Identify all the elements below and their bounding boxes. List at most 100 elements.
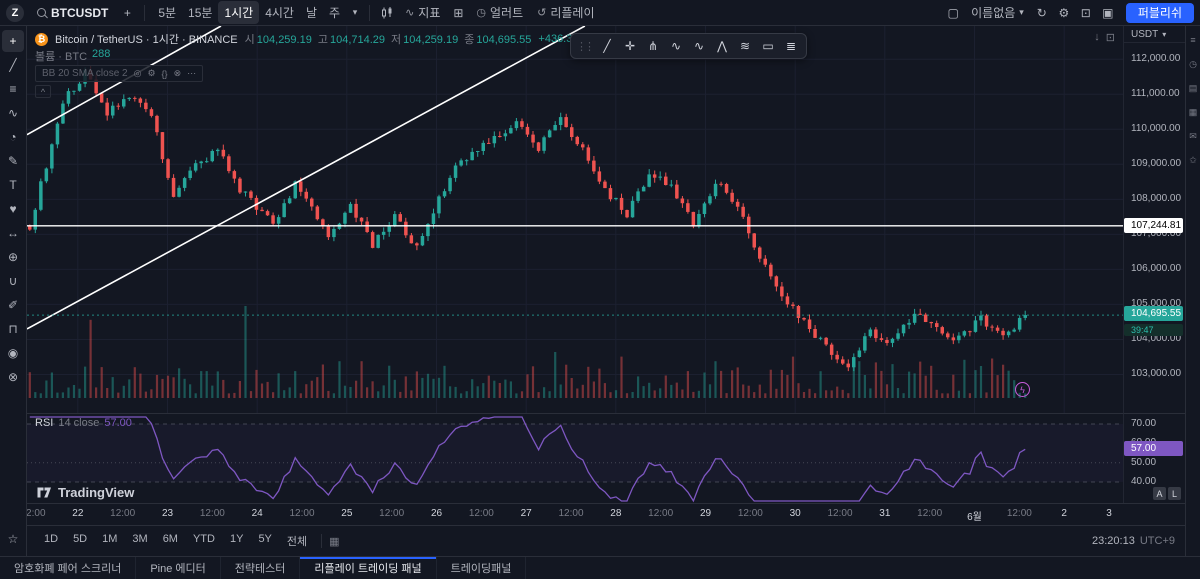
parallel-lines-icon[interactable]: ≣ [785,39,797,53]
watchlist-icon[interactable]: ≡ [1190,35,1196,45]
volume-legend[interactable]: 볼륨 · BTC 288 [35,48,110,64]
measure-tool[interactable]: ↔ [7,226,19,240]
floating-drawing-toolbar[interactable]: ⋮⋮ ╱ ✛ ⋔ ∿ ∿ ⋀ ≋ ▭ ≣ [570,33,807,59]
ohlc-label: 저 [391,34,402,46]
clock[interactable]: 23:20:13 [1092,535,1135,547]
rsi-tick: 50.00 [1131,456,1157,468]
scale-mode-A[interactable]: A [1153,487,1166,500]
ideas-icon[interactable]: ✩ [1189,155,1197,165]
rsi-pane[interactable]: RSI 14 close 57.00 TradingView [27,413,1123,503]
wave-pattern-icon[interactable]: ∿ [670,39,682,53]
magnet-tool[interactable]: ∪ [8,274,18,288]
layout-grid-icon[interactable]: ⊞ [453,5,464,20]
footer-tab-4[interactable]: 리플레이 트레이딩 패널 [300,557,437,579]
delete-tool[interactable]: ⊗ [7,370,19,384]
hotlist-icon[interactable]: ▤ [1188,83,1198,93]
text-tool[interactable]: T [9,178,17,192]
replay-label: 리플레이 [550,6,595,20]
compare-add-icon[interactable]: + [123,5,131,20]
range-YTD[interactable]: YTD [192,533,215,545]
source-code-icon[interactable]: {} [161,68,168,79]
range-1M[interactable]: 1M [102,533,118,545]
rectangle-icon[interactable]: ▭ [762,39,774,53]
rsi-legend[interactable]: RSI 14 close 57.00 [35,417,132,429]
zoom-tool[interactable]: ⊕ [7,250,19,264]
alerts-icon[interactable]: ◷ [1189,59,1197,69]
trend-line-tool[interactable]: ╱ [9,58,17,72]
collapse-indicators-button[interactable]: ^ [35,85,51,98]
timeframe-5분[interactable]: 5분 [158,6,177,20]
favorites-star-icon[interactable]: ☆ [7,532,19,546]
lock-tool[interactable]: ⊓ [8,322,18,336]
bb-delete-icon[interactable]: ⊗ [173,68,182,78]
pattern-tool[interactable]: ∿ [7,106,19,120]
go-to-date-icon[interactable]: ▦ [329,535,340,548]
timeframe-날[interactable]: 날 [305,6,318,20]
hide-tool[interactable]: ◉ [7,346,19,360]
bb-settings-gear-icon[interactable]: ⚙ [147,68,156,78]
alert-button[interactable]: ◷ 얼러트 [470,1,529,24]
time-axis[interactable]: 12:002212:002312:002412:002512:002612:00… [27,503,1123,525]
eye-icon[interactable]: ◎ [133,68,142,78]
range-전체[interactable]: 전체 [286,536,308,548]
cloud-sync-icon[interactable]: ↻ [1036,5,1047,20]
symbol-search-button[interactable]: BTCUSDT [30,4,115,22]
layout-name-button[interactable]: 이름없음 ▾ [965,1,1030,24]
main-chart-pane[interactable]: ₿ Bitcoin / TetherUS · 1시간 · BINANCE 시 10… [27,26,1123,413]
tradingview-watermark: TradingView [37,485,134,500]
fib-retracement-tool[interactable]: ≡ [9,82,17,96]
snapshot-camera-icon[interactable]: ▣ [1102,5,1114,20]
draw-tool[interactable]: ✐ [7,298,19,312]
quick-trade-sticker-icon[interactable]: ϟ [1015,382,1030,397]
timeframe-15분[interactable]: 15분 [188,6,213,20]
trend-line-icon[interactable]: ╱ [603,39,611,53]
timeframe-1시간[interactable]: 1시간 [218,1,260,24]
pane-down-icon[interactable]: ↓ [1094,31,1100,43]
elliott-wave-icon[interactable]: ∿ [693,39,705,53]
cross-line-icon[interactable]: ✛ [624,39,636,53]
pane-maximize-icon[interactable]: ⊡ [1105,32,1115,44]
publish-button[interactable]: 퍼블리쉬 [1125,2,1194,23]
settings-gear-icon[interactable]: ⚙ [1058,5,1070,20]
timezone[interactable]: UTC+9 [1139,535,1175,547]
chat-icon[interactable]: ✉ [1189,131,1197,141]
pitchfork-icon[interactable]: ⋔ [647,39,659,53]
indicators-button[interactable]: ∿ 지표 [399,1,446,24]
time-label: 12:00 [379,508,405,519]
range-5Y[interactable]: 5Y [258,533,272,545]
footer-tab-3[interactable]: 전략테스터 [221,557,301,579]
range-5D[interactable]: 5D [73,533,88,545]
range-6M[interactable]: 6M [162,533,178,545]
footer-tab-1[interactable]: 암호화폐 페어 스크리너 [0,557,137,579]
range-1D[interactable]: 1D [44,533,59,545]
crosshair-tool[interactable]: + [2,30,24,52]
brush-tool[interactable]: ✎ [7,154,19,168]
chevron-down-icon[interactable]: ▾ [352,7,358,17]
symbol-name: BTCUSDT [51,5,109,20]
replay-button[interactable]: ↺ 리플레이 [531,1,600,24]
bb-indicator-legend[interactable]: BB 20 SMA close 2 ◎ ⚙ {} ⊗ ⋯ [35,65,204,82]
timeframe-4시간[interactable]: 4시간 [265,6,294,20]
user-avatar[interactable]: Z [6,3,24,22]
save-layout-icon[interactable]: ▢ [947,5,959,20]
channel-icon[interactable]: ≋ [739,39,751,53]
fullscreen-icon[interactable]: ⊡ [1080,5,1091,20]
footer-tab-5[interactable]: 트레이딩패널 [437,557,527,579]
scale-mode-L[interactable]: L [1168,487,1181,500]
range-3M[interactable]: 3M [132,533,148,545]
currency-selector[interactable]: USDT ▾ [1124,26,1185,43]
emoji-tool[interactable]: ♥ [9,202,17,216]
triangle-pattern-icon[interactable]: ⋀ [717,39,727,53]
price-scale[interactable]: USDT ▾ 112,000.00 111,000.00 110,000.00 109… [1123,26,1185,413]
footer-tab-2[interactable]: Pine 에디터 [136,557,221,579]
range-1Y[interactable]: 1Y [229,533,244,545]
more-options-icon[interactable]: ⋯ [187,68,197,78]
calendar-icon[interactable]: ▦ [1188,107,1198,117]
chart-type-icon[interactable] [377,3,397,23]
timeframe-group: 5분 15분 1시간 4시간 날 주 [152,1,346,24]
timeframe-주[interactable]: 주 [329,6,341,20]
drag-handle-icon[interactable]: ⋮⋮ [576,40,595,53]
forecast-tool[interactable]: ◔ [9,130,17,144]
ohlc-label: 고 [317,34,328,46]
